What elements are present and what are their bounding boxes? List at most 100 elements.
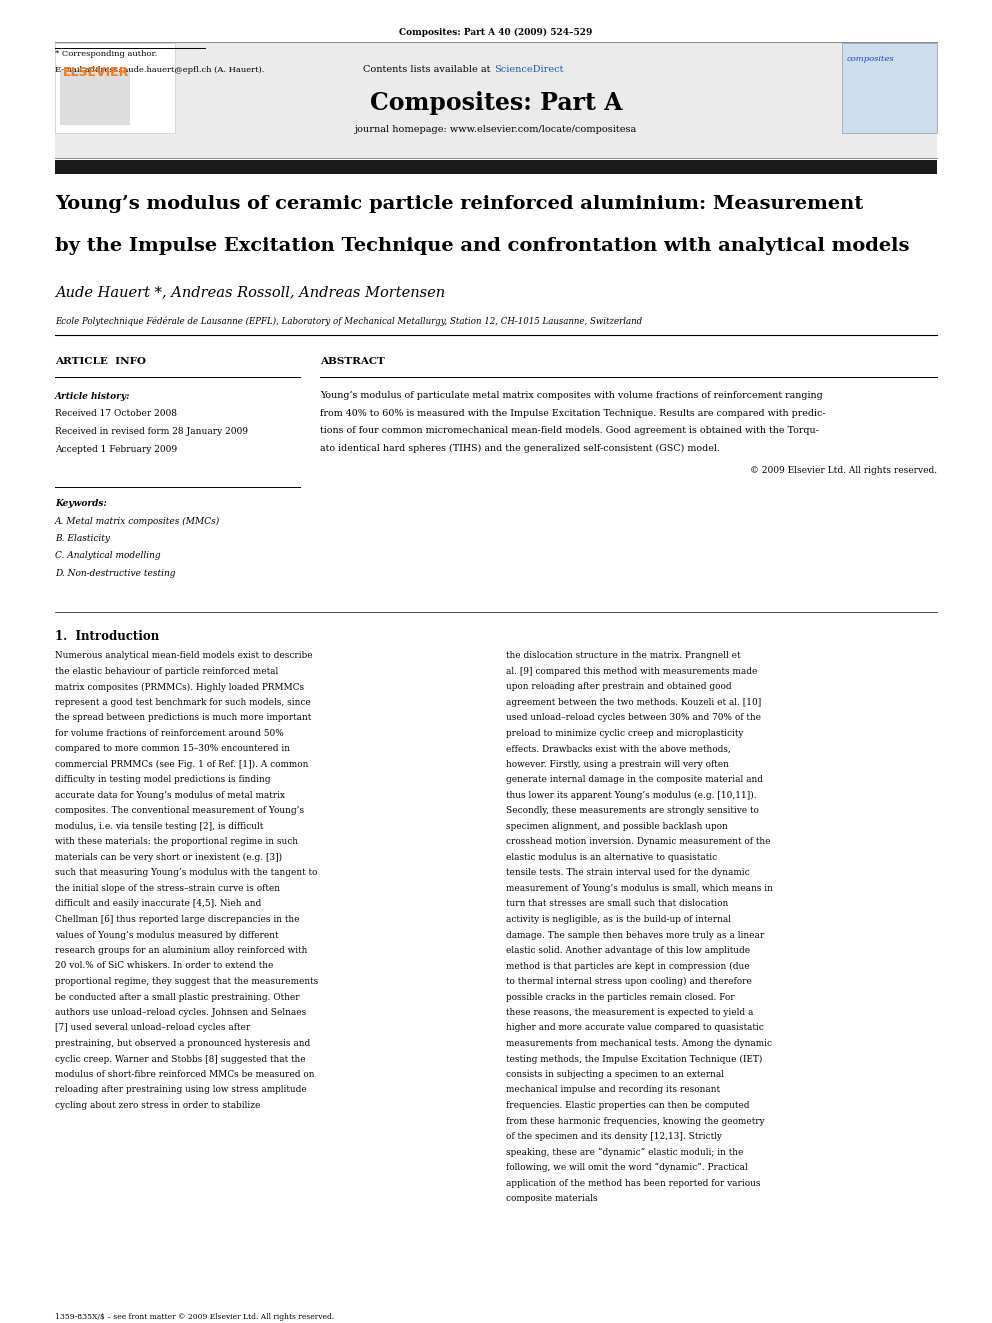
Text: thus lower its apparent Young’s modulus (e.g. [10,11]).: thus lower its apparent Young’s modulus … xyxy=(506,791,757,800)
Text: cycling about zero stress in order to stabilize: cycling about zero stress in order to st… xyxy=(55,1101,260,1110)
Text: prestraining, but observed a pronounced hysteresis and: prestraining, but observed a pronounced … xyxy=(55,1039,310,1048)
Text: upon reloading after prestrain and obtained good: upon reloading after prestrain and obtai… xyxy=(506,683,732,692)
Text: difficult and easily inaccurate [4,5]. Nieh and: difficult and easily inaccurate [4,5]. N… xyxy=(55,900,261,909)
Text: B. Elasticity: B. Elasticity xyxy=(55,534,110,542)
Bar xyxy=(60,70,130,124)
Text: be conducted after a small plastic prestraining. Other: be conducted after a small plastic prest… xyxy=(55,992,300,1002)
Text: turn that stresses are small such that dislocation: turn that stresses are small such that d… xyxy=(506,900,728,909)
Text: reloading after prestraining using low stress amplitude: reloading after prestraining using low s… xyxy=(55,1085,307,1094)
Text: compared to more common 15–30% encountered in: compared to more common 15–30% encounter… xyxy=(55,745,290,754)
Text: materials can be very short or inexistent (e.g. [3]): materials can be very short or inexisten… xyxy=(55,853,282,863)
Bar xyxy=(55,44,175,134)
Text: effects. Drawbacks exist with the above methods,: effects. Drawbacks exist with the above … xyxy=(506,745,731,754)
Text: Received in revised form 28 January 2009: Received in revised form 28 January 2009 xyxy=(55,427,248,437)
Text: composite materials: composite materials xyxy=(506,1193,597,1203)
Text: with these materials: the proportional regime in such: with these materials: the proportional r… xyxy=(55,837,298,847)
Text: from 40% to 60% is measured with the Impulse Excitation Technique. Results are c: from 40% to 60% is measured with the Imp… xyxy=(320,409,825,418)
Text: these reasons, the measurement is expected to yield a: these reasons, the measurement is expect… xyxy=(506,1008,753,1017)
Text: mechanical impulse and recording its resonant: mechanical impulse and recording its res… xyxy=(506,1085,720,1094)
Text: A. Metal matrix composites (MMCs): A. Metal matrix composites (MMCs) xyxy=(55,516,220,525)
Text: authors use unload–reload cycles. Johnsen and Selnaes: authors use unload–reload cycles. Johnse… xyxy=(55,1008,307,1017)
Text: following, we will omit the word “dynamic”. Practical: following, we will omit the word “dynami… xyxy=(506,1163,748,1172)
Text: * Corresponding author.: * Corresponding author. xyxy=(55,50,158,58)
Text: Ecole Polytechnique Fédérale de Lausanne (EPFL), Laboratory of Mechanical Metall: Ecole Polytechnique Fédérale de Lausanne… xyxy=(55,318,642,327)
Bar xyxy=(55,44,937,157)
Text: Aude Hauert *, Andreas Rossoll, Andreas Mortensen: Aude Hauert *, Andreas Rossoll, Andreas … xyxy=(55,284,445,299)
Text: damage. The sample then behaves more truly as a linear: damage. The sample then behaves more tru… xyxy=(506,930,764,939)
Text: speaking, these are “dynamic” elastic moduli; in the: speaking, these are “dynamic” elastic mo… xyxy=(506,1147,743,1156)
Text: generate internal damage in the composite material and: generate internal damage in the composit… xyxy=(506,775,763,785)
Text: journal homepage: www.elsevier.com/locate/compositesa: journal homepage: www.elsevier.com/locat… xyxy=(355,124,637,134)
Text: tensile tests. The strain interval used for the dynamic: tensile tests. The strain interval used … xyxy=(506,868,750,877)
Text: measurements from mechanical tests. Among the dynamic: measurements from mechanical tests. Amon… xyxy=(506,1039,772,1048)
Text: modulus, i.e. via tensile testing [2], is difficult: modulus, i.e. via tensile testing [2], i… xyxy=(55,822,263,831)
Text: the dislocation structure in the matrix. Prangnell et: the dislocation structure in the matrix.… xyxy=(506,651,740,660)
Text: application of the method has been reported for various: application of the method has been repor… xyxy=(506,1179,761,1188)
Text: Young’s modulus of ceramic particle reinforced aluminium: Measurement: Young’s modulus of ceramic particle rein… xyxy=(55,194,863,213)
Text: D. Non-destructive testing: D. Non-destructive testing xyxy=(55,569,176,578)
Text: higher and more accurate value compared to quasistatic: higher and more accurate value compared … xyxy=(506,1024,764,1032)
Text: for volume fractions of reinforcement around 50%: for volume fractions of reinforcement ar… xyxy=(55,729,284,738)
Text: ScienceDirect: ScienceDirect xyxy=(494,65,563,74)
Text: commercial PRMMCs (see Fig. 1 of Ref. [1]). A common: commercial PRMMCs (see Fig. 1 of Ref. [1… xyxy=(55,759,309,769)
Text: crosshead motion inversion. Dynamic measurement of the: crosshead motion inversion. Dynamic meas… xyxy=(506,837,771,847)
Text: Contents lists available at: Contents lists available at xyxy=(363,65,494,74)
Text: testing methods, the Impulse Excitation Technique (IET): testing methods, the Impulse Excitation … xyxy=(506,1054,763,1064)
Bar xyxy=(842,44,937,134)
Text: ELSEVIER: ELSEVIER xyxy=(63,66,129,79)
Text: composites. The conventional measurement of Young’s: composites. The conventional measurement… xyxy=(55,807,305,815)
Text: modulus of short-fibre reinforced MMCs be measured on: modulus of short-fibre reinforced MMCs b… xyxy=(55,1070,314,1080)
Text: method is that particles are kept in compression (due: method is that particles are kept in com… xyxy=(506,962,750,971)
Bar xyxy=(55,160,937,175)
Text: by the Impulse Excitation Technique and confrontation with analytical models: by the Impulse Excitation Technique and … xyxy=(55,237,910,255)
Text: Accepted 1 February 2009: Accepted 1 February 2009 xyxy=(55,445,178,454)
Text: to thermal internal stress upon cooling) and therefore: to thermal internal stress upon cooling)… xyxy=(506,976,752,986)
Text: © 2009 Elsevier Ltd. All rights reserved.: © 2009 Elsevier Ltd. All rights reserved… xyxy=(750,466,937,475)
Text: the initial slope of the stress–strain curve is often: the initial slope of the stress–strain c… xyxy=(55,884,280,893)
Text: of the specimen and its density [12,13]. Strictly: of the specimen and its density [12,13].… xyxy=(506,1132,722,1140)
Text: Keywords:: Keywords: xyxy=(55,499,107,508)
Text: consists in subjecting a specimen to an external: consists in subjecting a specimen to an … xyxy=(506,1070,724,1080)
Text: agreement between the two methods. Kouzeli et al. [10]: agreement between the two methods. Kouze… xyxy=(506,699,761,706)
Text: 1359-835X/$ – see front matter © 2009 Elsevier Ltd. All rights reserved.: 1359-835X/$ – see front matter © 2009 El… xyxy=(55,1312,334,1320)
Text: accurate data for Young’s modulus of metal matrix: accurate data for Young’s modulus of met… xyxy=(55,791,285,800)
Text: measurement of Young’s modulus is small, which means in: measurement of Young’s modulus is small,… xyxy=(506,884,773,893)
Text: however. Firstly, using a prestrain will very often: however. Firstly, using a prestrain will… xyxy=(506,759,729,769)
Text: difficulty in testing model predictions is finding: difficulty in testing model predictions … xyxy=(55,775,271,785)
Text: represent a good test benchmark for such models, since: represent a good test benchmark for such… xyxy=(55,699,310,706)
Text: from these harmonic frequencies, knowing the geometry: from these harmonic frequencies, knowing… xyxy=(506,1117,765,1126)
Text: values of Young’s modulus measured by different: values of Young’s modulus measured by di… xyxy=(55,930,279,939)
Text: cyclic creep. Warner and Stobbs [8] suggested that the: cyclic creep. Warner and Stobbs [8] sugg… xyxy=(55,1054,306,1064)
Text: the elastic behaviour of particle reinforced metal: the elastic behaviour of particle reinfo… xyxy=(55,667,278,676)
Text: ARTICLE  INFO: ARTICLE INFO xyxy=(55,357,146,366)
Text: frequencies. Elastic properties can then be computed: frequencies. Elastic properties can then… xyxy=(506,1101,750,1110)
Text: research groups for an aluminium alloy reinforced with: research groups for an aluminium alloy r… xyxy=(55,946,308,955)
Text: [7] used several unload–reload cycles after: [7] used several unload–reload cycles af… xyxy=(55,1024,250,1032)
Text: Chellman [6] thus reported large discrepancies in the: Chellman [6] thus reported large discrep… xyxy=(55,916,300,923)
Text: activity is negligible, as is the build-up of internal: activity is negligible, as is the build-… xyxy=(506,916,731,923)
Text: Composites: Part A: Composites: Part A xyxy=(370,91,622,115)
Text: preload to minimize cyclic creep and microplasticity: preload to minimize cyclic creep and mic… xyxy=(506,729,743,738)
Text: elastic modulus is an alternative to quasistatic: elastic modulus is an alternative to qua… xyxy=(506,853,717,863)
Text: elastic solid. Another advantage of this low amplitude: elastic solid. Another advantage of this… xyxy=(506,946,750,955)
Text: ABSTRACT: ABSTRACT xyxy=(320,357,385,366)
Text: Numerous analytical mean-field models exist to describe: Numerous analytical mean-field models ex… xyxy=(55,651,312,660)
Text: Article history:: Article history: xyxy=(55,392,131,401)
Text: C. Analytical modelling: C. Analytical modelling xyxy=(55,552,161,561)
Text: Composites: Part A 40 (2009) 524–529: Composites: Part A 40 (2009) 524–529 xyxy=(400,28,592,37)
Text: ato identical hard spheres (TIHS) and the generalized self-consistent (GSC) mode: ato identical hard spheres (TIHS) and th… xyxy=(320,443,720,452)
Text: Young’s modulus of particulate metal matrix composites with volume fractions of : Young’s modulus of particulate metal mat… xyxy=(320,392,822,400)
Text: possible cracks in the particles remain closed. For: possible cracks in the particles remain … xyxy=(506,992,735,1002)
Text: Secondly, these measurements are strongly sensitive to: Secondly, these measurements are strongl… xyxy=(506,807,759,815)
Text: 1.  Introduction: 1. Introduction xyxy=(55,630,160,643)
Text: E-mail address: aude.hauert@epfl.ch (A. Hauert).: E-mail address: aude.hauert@epfl.ch (A. … xyxy=(55,66,265,74)
Text: the spread between predictions is much more important: the spread between predictions is much m… xyxy=(55,713,311,722)
Text: matrix composites (PRMMCs). Highly loaded PRMMCs: matrix composites (PRMMCs). Highly loade… xyxy=(55,683,305,692)
Text: proportional regime, they suggest that the measurements: proportional regime, they suggest that t… xyxy=(55,976,318,986)
Text: specimen alignment, and possible backlash upon: specimen alignment, and possible backlas… xyxy=(506,822,728,831)
Text: 20 vol.% of SiC whiskers. In order to extend the: 20 vol.% of SiC whiskers. In order to ex… xyxy=(55,962,274,971)
Text: composites: composites xyxy=(847,56,895,64)
Text: used unload–reload cycles between 30% and 70% of the: used unload–reload cycles between 30% an… xyxy=(506,713,761,722)
Text: Received 17 October 2008: Received 17 October 2008 xyxy=(55,410,177,418)
Text: such that measuring Young’s modulus with the tangent to: such that measuring Young’s modulus with… xyxy=(55,868,317,877)
